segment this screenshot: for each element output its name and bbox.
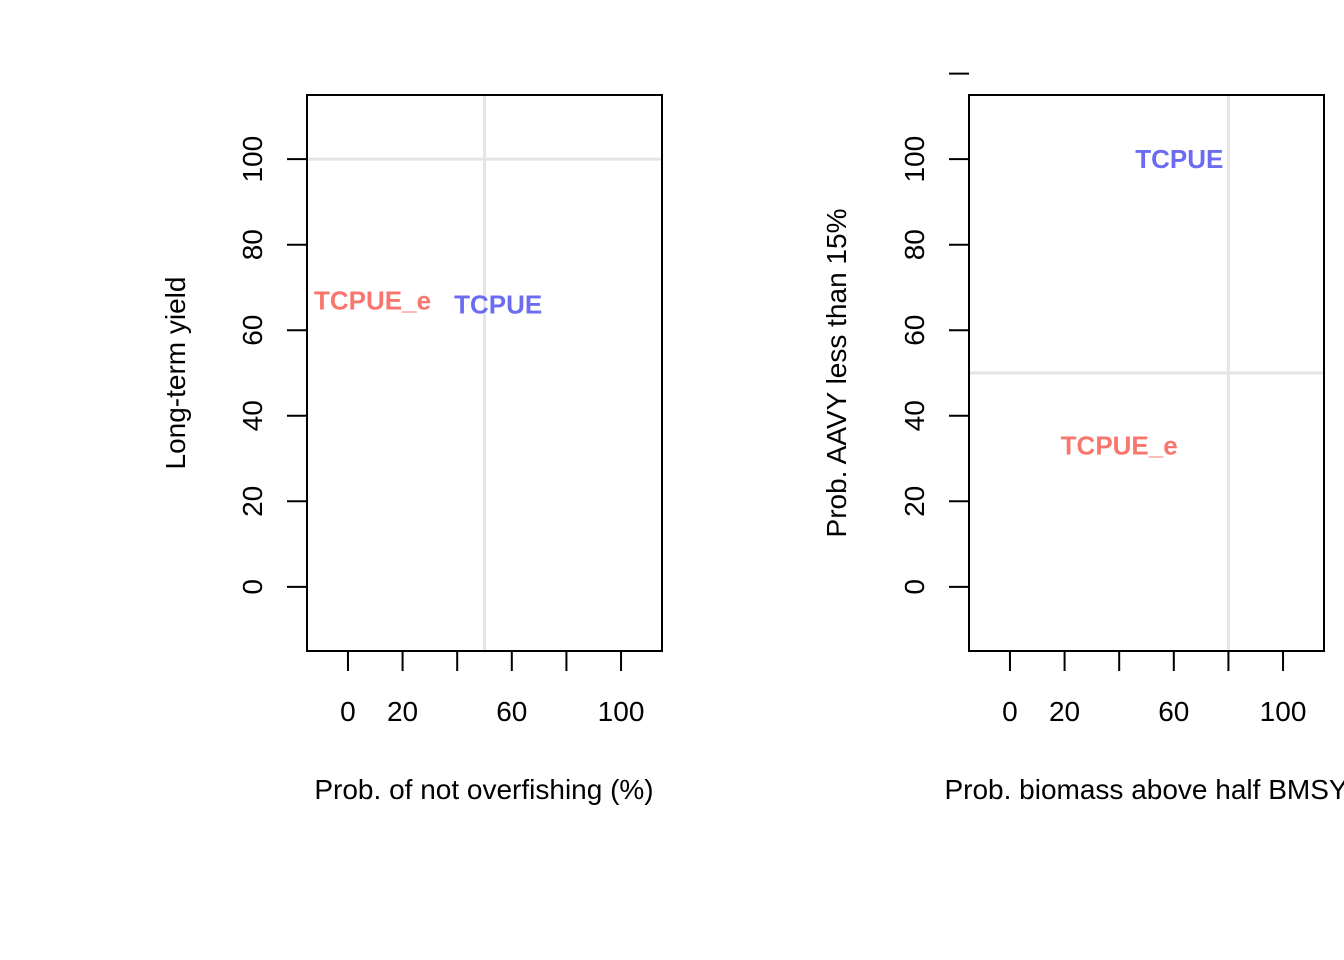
- x-tick-label: 0: [340, 696, 356, 727]
- point-label-tcpue: TCPUE: [1135, 144, 1223, 174]
- x-tick-label: 20: [1049, 696, 1080, 727]
- y-axis-title: Long-term yield: [160, 277, 191, 470]
- y-tick-label: 60: [899, 315, 930, 346]
- point-label-tcpue: TCPUE: [454, 290, 542, 320]
- y-tick-label: 40: [899, 400, 930, 431]
- x-tick-label: 60: [496, 696, 527, 727]
- x-axis-title: Prob. biomass above half BMSY: [944, 774, 1344, 805]
- y-tick-label: 40: [237, 400, 268, 431]
- point-label-tcpue-e: TCPUE_e: [1061, 431, 1178, 461]
- y-tick-label: 80: [237, 229, 268, 260]
- y-tick-label: 100: [899, 136, 930, 183]
- panel-1: 0 20 60 100 0 20 40 60 80 100 Prob. of not overfis…: [160, 94, 663, 805]
- y-axis-title: Prob. AAVY less than 15%: [821, 209, 852, 538]
- y-tick-label: 0: [237, 579, 268, 595]
- y-tick-label: 20: [237, 486, 268, 517]
- y-tick-label: 0: [899, 579, 930, 595]
- y-tick-label: 100: [237, 136, 268, 183]
- x-tick-label: 100: [598, 696, 645, 727]
- x-axis-title: Prob. of not overfishing (%): [314, 774, 653, 805]
- x-tick-label: 60: [1158, 696, 1189, 727]
- y-tick-label: 20: [899, 486, 930, 517]
- x-tick-label: 100: [1260, 696, 1307, 727]
- y-tick-label: 60: [237, 315, 268, 346]
- x-tick-label: 20: [387, 696, 418, 727]
- panel-2: 0 20 60 100 0 20 40 60 80 100 Prob. biomass above …: [821, 72, 1344, 805]
- y-tick-label: 80: [899, 229, 930, 260]
- x-tick-label: 0: [1002, 696, 1018, 727]
- point-label-tcpue-e: TCPUE_e: [314, 285, 431, 315]
